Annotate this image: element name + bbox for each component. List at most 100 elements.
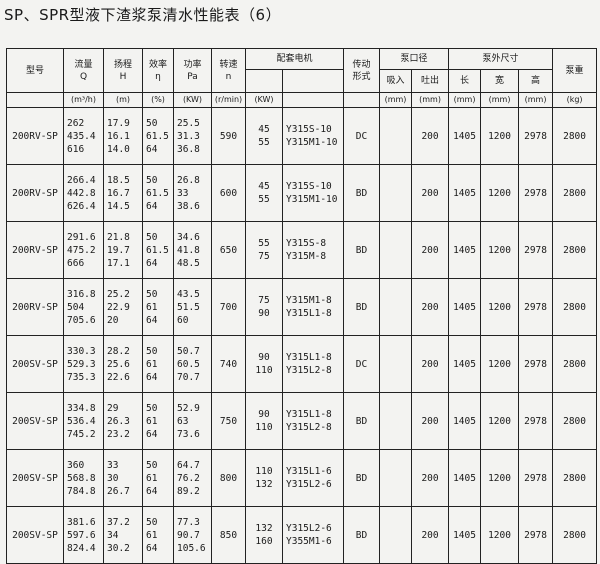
- cell-outlet: 200: [411, 164, 450, 222]
- cell-weight: 2800: [552, 107, 598, 165]
- header-model: 型号: [6, 48, 64, 93]
- cell-motor-model: Y315L1-8 Y315L2-8: [281, 392, 345, 450]
- cell-efficiency: 50 61 64: [142, 278, 174, 336]
- cell-drive: BD: [343, 506, 381, 564]
- unit-speed: (r/min): [211, 92, 246, 108]
- cell-width: 1200: [480, 221, 520, 279]
- cell-head: 18.5 16.7 14.5: [103, 164, 143, 222]
- header-dimensions: 泵外尺寸: [448, 48, 554, 70]
- cell-speed: 600: [211, 164, 246, 222]
- cell-length: 1405: [448, 164, 482, 222]
- cell-width: 1200: [480, 392, 520, 450]
- cell-weight: 2800: [552, 164, 598, 222]
- cell-height: 2978: [518, 107, 554, 165]
- page-title: SP、SPR型液下渣浆泵清水性能表（6）: [4, 6, 282, 24]
- cell-inlet: [379, 221, 413, 279]
- header-weight: 泵重: [552, 48, 598, 93]
- table-row: 200RV-SP 266.4 442.8 626.4 18.5 16.7 14.5 5…: [6, 164, 598, 222]
- cell-width: 1200: [480, 107, 520, 165]
- cell-width: 1200: [480, 335, 520, 393]
- cell-flow: 381.6 597.6 824.4: [63, 506, 104, 564]
- unit-flow: (m³/h): [63, 92, 104, 108]
- cell-inlet: [379, 107, 413, 165]
- cell-head: 21.8 19.7 17.1: [103, 221, 143, 279]
- cell-head: 28.2 25.6 22.6: [103, 335, 143, 393]
- unit-motor-model: [281, 92, 345, 108]
- cell-drive: BD: [343, 392, 381, 450]
- unit-power: (KW): [173, 92, 212, 108]
- header-width: 宽: [480, 69, 520, 93]
- cell-drive: DC: [343, 335, 381, 393]
- cell-motor-model: Y315S-10 Y315M1-10: [281, 164, 345, 222]
- cell-motor-model: Y315S-10 Y315M1-10: [281, 107, 345, 165]
- cell-motor-kw: 45 55: [245, 107, 283, 165]
- header-motor: 配套电机: [244, 48, 345, 70]
- cell-height: 2978: [518, 506, 554, 564]
- table-row: 200SV-SP 330.3 529.3 735.3 28.2 25.6 22.6 5…: [6, 335, 598, 393]
- cell-speed: 740: [211, 335, 246, 393]
- cell-efficiency: 50 61 64: [142, 392, 174, 450]
- cell-length: 1405: [448, 107, 482, 165]
- cell-flow: 291.6 475.2 666: [63, 221, 104, 279]
- cell-length: 1405: [448, 506, 482, 564]
- cell-speed: 800: [211, 449, 246, 507]
- cell-width: 1200: [480, 506, 520, 564]
- cell-speed: 700: [211, 278, 246, 336]
- cell-inlet: [379, 335, 413, 393]
- unit-drive: [343, 92, 381, 108]
- cell-outlet: 200: [411, 449, 450, 507]
- unit-weight: (kg): [552, 92, 598, 108]
- header-motor-kw: [245, 69, 283, 93]
- cell-model: 200SV-SP: [6, 506, 64, 564]
- cell-height: 2978: [518, 335, 554, 393]
- unit-eff: (%): [142, 92, 174, 108]
- header-power: 功率 Pa: [173, 48, 212, 93]
- cell-drive: DC: [343, 107, 381, 165]
- table-row: 200RV-SP 316.8 504 705.6 25.2 22.9 20 50 61…: [6, 278, 598, 336]
- unit-inlet: (mm): [379, 92, 413, 108]
- cell-head: 25.2 22.9 20: [103, 278, 143, 336]
- cell-speed: 850: [211, 506, 246, 564]
- cell-motor-kw: 90 110: [245, 335, 283, 393]
- cell-weight: 2800: [552, 335, 598, 393]
- cell-height: 2978: [518, 164, 554, 222]
- cell-motor-model: Y315S-8 Y315M-8: [281, 221, 345, 279]
- cell-weight: 2800: [552, 221, 598, 279]
- cell-efficiency: 50 61 64: [142, 449, 174, 507]
- cell-flow: 330.3 529.3 735.3: [63, 335, 104, 393]
- cell-length: 1405: [448, 335, 482, 393]
- cell-motor-kw: 110 132: [245, 449, 283, 507]
- cell-head: 33 30 26.7: [103, 449, 143, 507]
- cell-weight: 2800: [552, 506, 598, 564]
- cell-drive: BD: [343, 164, 381, 222]
- cell-outlet: 200: [411, 335, 450, 393]
- cell-length: 1405: [448, 392, 482, 450]
- cell-efficiency: 50 61.5 64: [142, 164, 174, 222]
- cell-model: 200RV-SP: [6, 164, 64, 222]
- cell-inlet: [379, 506, 413, 564]
- cell-power: 77.3 90.7 105.6: [173, 506, 212, 564]
- cell-height: 2978: [518, 392, 554, 450]
- cell-model: 200SV-SP: [6, 335, 64, 393]
- cell-model: 200RV-SP: [6, 278, 64, 336]
- cell-motor-kw: 132 160: [245, 506, 283, 564]
- cell-drive: BD: [343, 278, 381, 336]
- cell-flow: 262 435.4 616: [63, 107, 104, 165]
- cell-width: 1200: [480, 449, 520, 507]
- header-flow: 流量 Q: [63, 48, 104, 93]
- cell-efficiency: 50 61.5 64: [142, 221, 174, 279]
- cell-length: 1405: [448, 449, 482, 507]
- cell-efficiency: 50 61 64: [142, 506, 174, 564]
- cell-outlet: 200: [411, 506, 450, 564]
- cell-outlet: 200: [411, 392, 450, 450]
- table-row: 200SV-SP 381.6 597.6 824.4 37.2 34 30.2 50 …: [6, 506, 598, 564]
- cell-speed: 650: [211, 221, 246, 279]
- cell-motor-kw: 55 75: [245, 221, 283, 279]
- cell-drive: BD: [343, 221, 381, 279]
- cell-motor-kw: 90 110: [245, 392, 283, 450]
- header-motor-model: [281, 69, 345, 93]
- cell-motor-kw: 75 90: [245, 278, 283, 336]
- table-row: 200SV-SP 334.8 536.4 745.2 29 26.3 23.2 50 …: [6, 392, 598, 450]
- header-length: 长: [448, 69, 482, 93]
- cell-head: 17.9 16.1 14.0: [103, 107, 143, 165]
